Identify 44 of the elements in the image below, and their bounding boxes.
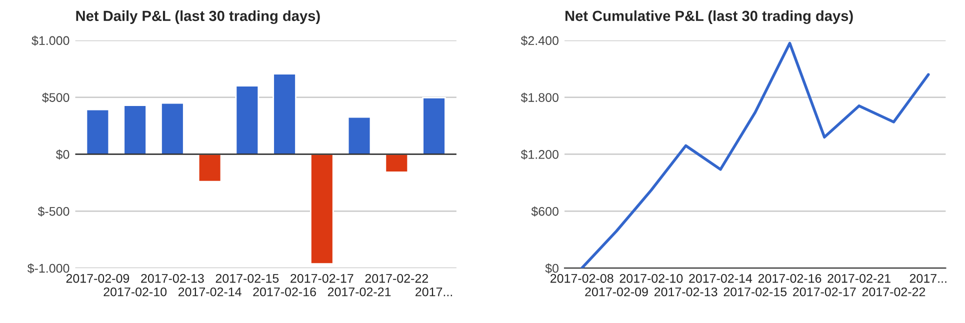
x-tick-label: 2017-02-22 — [365, 274, 428, 283]
chart-title: Net Cumulative P&L (last 30 trading days) — [566, 10, 853, 24]
x-tick-label: 2017-02-17 — [793, 287, 856, 296]
y-tick-label: $600 — [531, 206, 558, 217]
y-tick-label: $0 — [56, 150, 70, 160]
line-series — [580, 42, 930, 268]
y-tick-label: $1.000 — [32, 36, 70, 46]
x-tick-label: 2017-02-21 — [828, 274, 890, 283]
y-tick-label: $500 — [42, 92, 70, 103]
x-tick-label: 2017-02-14 — [689, 274, 752, 283]
y-tick-label: $-1.000 — [27, 263, 70, 274]
x-tick-label: 2017-02-22 — [862, 287, 926, 296]
chart-title: Net Daily P&L (last 30 trading days) — [76, 10, 320, 24]
x-tick-label: 2017-02-16 — [253, 287, 316, 296]
x-tick-label: 2017-02-15 — [724, 287, 787, 296]
x-tick-label: 2017-02-09 — [585, 287, 648, 296]
y-tick-label: $1.800 — [520, 92, 558, 103]
x-tick-label: 2017... — [910, 274, 946, 283]
y-tick-label: $1.200 — [520, 150, 558, 160]
x-tick-label: 2017-02-17 — [290, 274, 354, 283]
x-tick-label: 2017-02-09 — [66, 274, 130, 283]
x-tick-label: 2017-02-16 — [758, 274, 822, 283]
bar — [198, 154, 222, 182]
bar — [160, 102, 184, 155]
x-tick-label: 2017-02-13 — [141, 274, 204, 283]
x-tick-label: 2017... — [416, 287, 452, 296]
x-tick-label: 2017-02-10 — [104, 287, 167, 296]
x-tick-label: 2017-02-08 — [550, 274, 614, 283]
x-tick-label: 2017-02-14 — [178, 287, 242, 296]
bar — [123, 104, 147, 155]
bar — [272, 73, 296, 155]
bar — [384, 154, 409, 173]
bar — [86, 108, 110, 155]
x-tick-label: 2017-02-15 — [216, 274, 279, 283]
bar — [310, 154, 334, 264]
x-tick-label: 2017-02-21 — [328, 287, 391, 296]
y-tick-label: $0 — [545, 263, 558, 274]
bar — [422, 96, 446, 155]
x-tick-label: 2017-02-13 — [654, 287, 718, 296]
bar — [347, 116, 372, 155]
y-tick-label: $2.400 — [520, 36, 558, 46]
bar — [235, 85, 260, 155]
y-tick-label: $-500 — [38, 206, 70, 217]
x-tick-label: 2017-02-10 — [620, 274, 683, 283]
